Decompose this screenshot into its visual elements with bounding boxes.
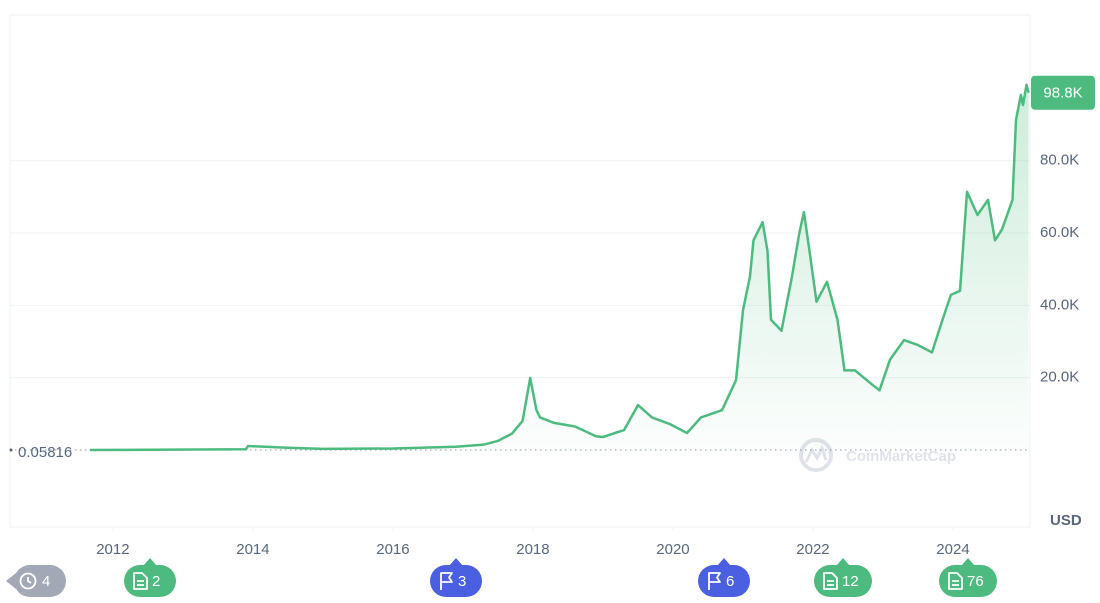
badge-count: 2 [152,573,160,590]
badge-pointer [143,558,157,566]
y-tick-label: 20.0K [1040,369,1079,386]
baseline-dot [9,448,13,452]
flag-icon [440,572,453,590]
currency-label: USD [1050,512,1082,529]
y-tick-label: 40.0K [1040,296,1079,313]
badge-body [430,565,482,597]
y-tick-label: 80.0K [1040,152,1079,169]
doc-icon [823,572,838,590]
doc-icon [133,572,148,590]
y-tick-label: 60.0K [1040,224,1079,241]
x-tick-label: 2020 [656,541,689,558]
x-tick-label: 2018 [516,541,549,558]
event-badge: 12 [814,558,872,597]
badge-count: 6 [726,573,734,590]
badge-body [14,565,66,597]
badge-count: 12 [842,573,859,590]
badge-pointer [961,558,975,566]
badge-body [124,565,176,597]
badge-pointer [449,558,463,566]
doc-icon [948,572,963,590]
badge-pointer [6,573,16,589]
badge-pointer [836,558,850,566]
event-badge: 2 [124,558,176,597]
flag-icon [708,572,721,590]
badge-pointer [717,558,731,566]
x-tick-label: 2022 [796,541,829,558]
watermark-text: CoinMarketCap [846,448,956,465]
event-badge: 76 [939,558,997,597]
badge-count: 4 [42,573,50,590]
event-badge: 3 [430,558,482,597]
badge-count: 76 [967,573,984,590]
price-line [89,83,1030,452]
event-badge: 6 [698,558,750,597]
price-tag [1031,75,1095,110]
x-tick-label: 2024 [936,541,969,558]
plot-frame [9,14,1031,528]
price-tag-label: 98.8K [1043,85,1082,102]
badge-count: 3 [458,573,466,590]
clock-hands [27,577,32,584]
badge-body [698,565,750,597]
x-tick-label: 2016 [376,541,409,558]
area [89,84,1029,451]
clock-icon [19,572,37,590]
x-tick-label: 2012 [96,541,129,558]
event-badge: 4 [6,565,66,597]
x-tick-label: 2014 [236,541,269,558]
baseline-label: 0.05816 [18,444,72,461]
